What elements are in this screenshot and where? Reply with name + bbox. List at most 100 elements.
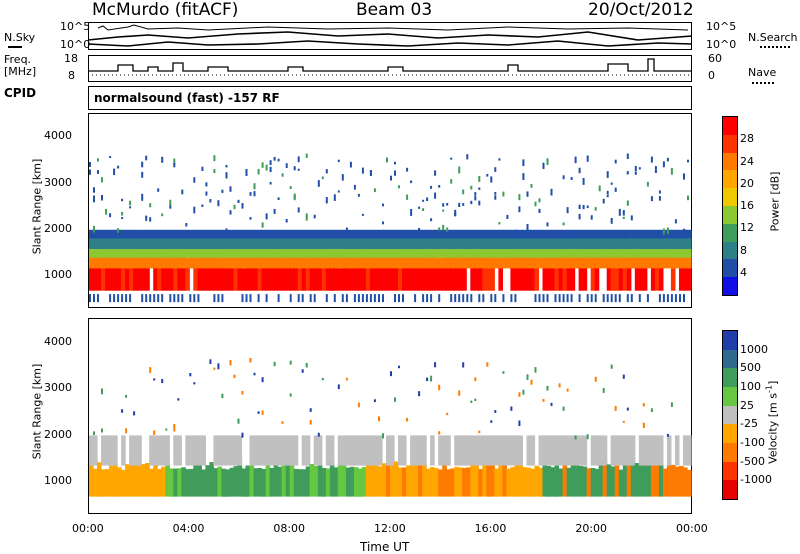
power-cell <box>498 222 501 225</box>
velocity-cell <box>153 378 156 381</box>
power-cell <box>161 236 166 250</box>
power-cell <box>642 229 648 239</box>
power-cell <box>630 229 636 239</box>
power-cell <box>622 216 625 219</box>
power-cell <box>546 232 552 250</box>
velocity-cell <box>261 469 267 497</box>
power-cell <box>406 255 411 269</box>
velocity-cell <box>490 435 495 466</box>
power-cell <box>257 263 263 291</box>
velocity-cell <box>462 435 467 466</box>
power-cell <box>394 237 399 250</box>
power-cell <box>490 176 493 183</box>
power-cell <box>398 249 403 258</box>
power-cell <box>229 268 235 291</box>
power-cell <box>321 238 327 250</box>
power-cell <box>321 249 327 258</box>
power-cell <box>125 249 130 258</box>
power-cell <box>325 294 328 303</box>
power-cell <box>566 229 572 239</box>
velocity-cell <box>386 462 391 497</box>
power-cell <box>221 249 226 258</box>
velocity-cell <box>418 435 423 466</box>
nsky-label: N.Sky <box>4 31 36 44</box>
colorbar-tick-label: -25 <box>740 417 758 431</box>
power-cell <box>121 212 124 216</box>
power-cell <box>454 229 459 239</box>
x-tick-label: 16:00 <box>474 522 507 535</box>
power-cell <box>674 294 677 303</box>
velocity-cell <box>329 435 335 466</box>
power-cell <box>402 249 407 258</box>
power-cell <box>670 268 676 291</box>
power-cell <box>145 229 150 239</box>
velocity-cell <box>598 435 604 466</box>
power-cell <box>313 214 316 219</box>
power-cell <box>221 265 226 291</box>
velocity-cell <box>169 468 174 497</box>
power-cell <box>185 229 190 239</box>
power-cell <box>687 255 692 269</box>
power-cell <box>285 249 291 258</box>
power-cell <box>570 249 576 258</box>
velocity-cell <box>161 466 166 497</box>
power-cell <box>173 263 178 291</box>
power-cell <box>133 253 138 269</box>
power-cell <box>161 229 166 239</box>
power-cell <box>337 249 343 258</box>
power-cell <box>418 256 423 269</box>
power-cell <box>229 236 235 250</box>
power-cell <box>153 294 156 303</box>
velocity-cell <box>683 435 688 466</box>
power-cell <box>666 294 669 303</box>
power-cell <box>241 203 244 209</box>
velocity-cell <box>390 461 395 497</box>
colorbar-swatch <box>723 223 737 242</box>
velocity-cell <box>558 435 564 466</box>
velocity-cell <box>470 400 473 403</box>
power-cell <box>189 257 194 269</box>
power-cell <box>490 260 495 291</box>
velocity-colorbar-label: Velocity [m s-1] <box>765 362 780 482</box>
x-tick-label: 00:00 <box>72 522 104 535</box>
power-cell <box>630 215 633 221</box>
power-cell <box>197 237 202 250</box>
velocity-cell <box>209 359 212 364</box>
velocity-cell <box>422 435 427 466</box>
power-cell <box>349 161 352 168</box>
power-cell <box>518 206 521 213</box>
velocity-cell <box>105 469 110 497</box>
velocity-cell <box>125 394 128 398</box>
colorbar-tick-label: 20 <box>740 176 754 190</box>
power-cell <box>618 238 624 250</box>
power-cell <box>273 249 279 258</box>
power-cell <box>570 253 576 269</box>
velocity-cell <box>209 462 214 497</box>
velocity-cell <box>526 435 532 466</box>
power-cell <box>157 294 160 303</box>
velocity-cell <box>373 435 379 466</box>
velocity-cell <box>305 435 311 466</box>
velocity-cell <box>93 435 98 466</box>
freq-tick-high: 18 <box>64 52 78 65</box>
power-cell <box>309 254 315 269</box>
power-cell <box>101 231 106 250</box>
velocity-cell <box>221 393 224 399</box>
power-cell <box>470 229 475 239</box>
power-cell <box>373 249 379 258</box>
power-cell <box>357 267 363 291</box>
power-cell <box>313 237 319 250</box>
power-cell <box>406 194 409 200</box>
power-cell <box>157 264 162 291</box>
power-cell <box>650 263 656 291</box>
power-cell <box>386 249 391 258</box>
power-cell <box>125 268 130 291</box>
cpid-label: CPID <box>4 86 37 100</box>
power-cell <box>590 229 596 239</box>
velocity-cell <box>662 468 668 497</box>
power-cell <box>482 229 487 239</box>
power-cell <box>630 249 636 258</box>
power-cell <box>89 162 91 167</box>
power-cell <box>594 294 597 303</box>
power-cell <box>542 249 548 258</box>
